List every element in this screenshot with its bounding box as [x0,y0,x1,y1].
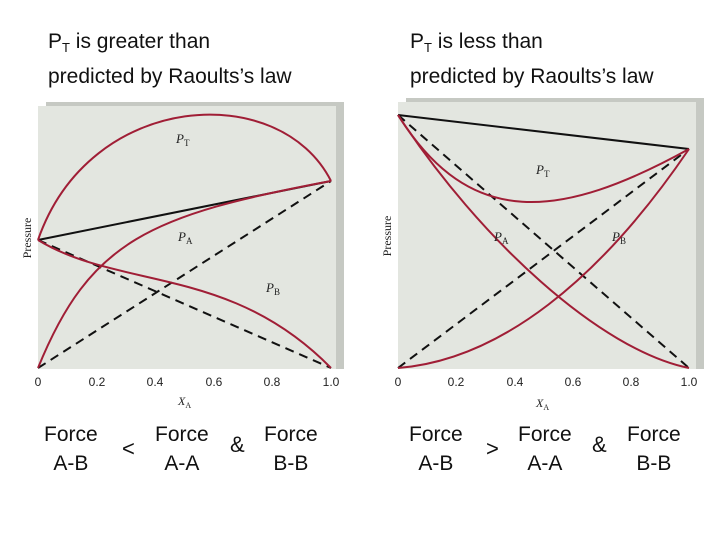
right-pa-label: PA [493,229,509,246]
left-heading-line2: predicted by Raoults’s law [48,65,292,88]
left-ideal-pa-line [37,180,332,369]
left-force-ab-word: Force [44,423,98,446]
right-heading-p: P [410,30,425,53]
right-x-axis-label: XA [535,396,549,412]
right-force-bb: Force B-B [627,420,681,478]
right-pb-curve [397,114,690,369]
left-pt-curve [37,113,332,241]
right-heading-line2: predicted by Raoults’s law [410,65,654,88]
left-heading-line1: is greater than [69,30,211,53]
left-force-aa: Force A-A [155,420,209,478]
right-diagram: PT PA PB Pressure 0 0.2 0.4 0.6 0.8 1.0 … [380,98,704,412]
left-xtick-1: 0.2 [89,375,106,389]
right-xtick-5: 1.0 [681,375,698,389]
right-xtick-4: 0.8 [623,375,640,389]
right-force-ab-word: Force [409,423,463,446]
left-pb-label: PB [265,280,280,297]
left-x-axis-label: XA [177,394,191,410]
right-ideal-pb-line [397,114,690,369]
right-xtick-0: 0 [395,375,402,389]
left-heading-p-sub: T [62,40,70,55]
left-xtick-0: 0 [35,375,42,389]
left-force-aa-word: Force [155,423,209,446]
right-pt-curve [397,114,690,203]
left-xtick-3: 0.6 [206,375,223,389]
right-pb-label: PB [611,229,626,246]
right-panel [398,102,696,369]
right-force-ab-pair: A-B [418,452,454,475]
right-force-ab: Force A-B [409,420,463,478]
left-pa-curve [37,180,332,369]
right-heading: PT is less than predicted by Raoults’s l… [410,27,654,91]
left-force-ab-pair: A-B [53,452,89,475]
right-force-aa-word: Force [518,423,572,446]
left-xtick-2: 0.4 [147,375,164,389]
left-force-bb-pair: B-B [273,452,309,475]
right-greater-than: > [486,436,499,461]
right-y-axis-label: Pressure [380,216,394,257]
left-less-than: < [122,436,135,461]
right-force-bb-word: Force [627,423,681,446]
left-force-ab: Force A-B [44,420,98,478]
right-xtick-1: 0.2 [448,375,465,389]
left-force-bb: Force B-B [264,420,318,478]
left-pt-label: PT [175,131,190,148]
right-heading-p-sub: T [424,40,432,55]
right-force-aa: Force A-A [518,420,572,478]
right-pa-curve [397,148,690,369]
left-heading: PT is greater than predicted by Raoults’… [48,27,292,91]
left-panel [38,106,336,369]
left-pa-label: PA [177,229,193,246]
left-heading-p: P [48,30,63,53]
right-ideal-total-line [397,114,690,150]
right-heading-line1: is less than [431,30,543,53]
right-pt-label: PT [535,162,550,179]
right-xtick-2: 0.4 [507,375,524,389]
left-xtick-4: 0.8 [264,375,281,389]
right-ideal-pa-line [397,148,690,369]
left-y-axis-label: Pressure [20,218,34,259]
left-pb-curve [37,239,332,369]
left-xtick-5: 1.0 [323,375,340,389]
left-force-bb-word: Force [264,423,318,446]
right-force-bb-pair: B-B [636,452,672,475]
left-ampersand: & [230,432,245,457]
right-force-aa-pair: A-A [527,452,563,475]
left-force-aa-pair: A-A [164,452,200,475]
left-diagram: PT PA PB Pressure 0 0.2 0.4 0.6 0.8 1.0 … [20,102,344,410]
right-xtick-3: 0.6 [565,375,582,389]
right-ampersand: & [592,432,607,457]
